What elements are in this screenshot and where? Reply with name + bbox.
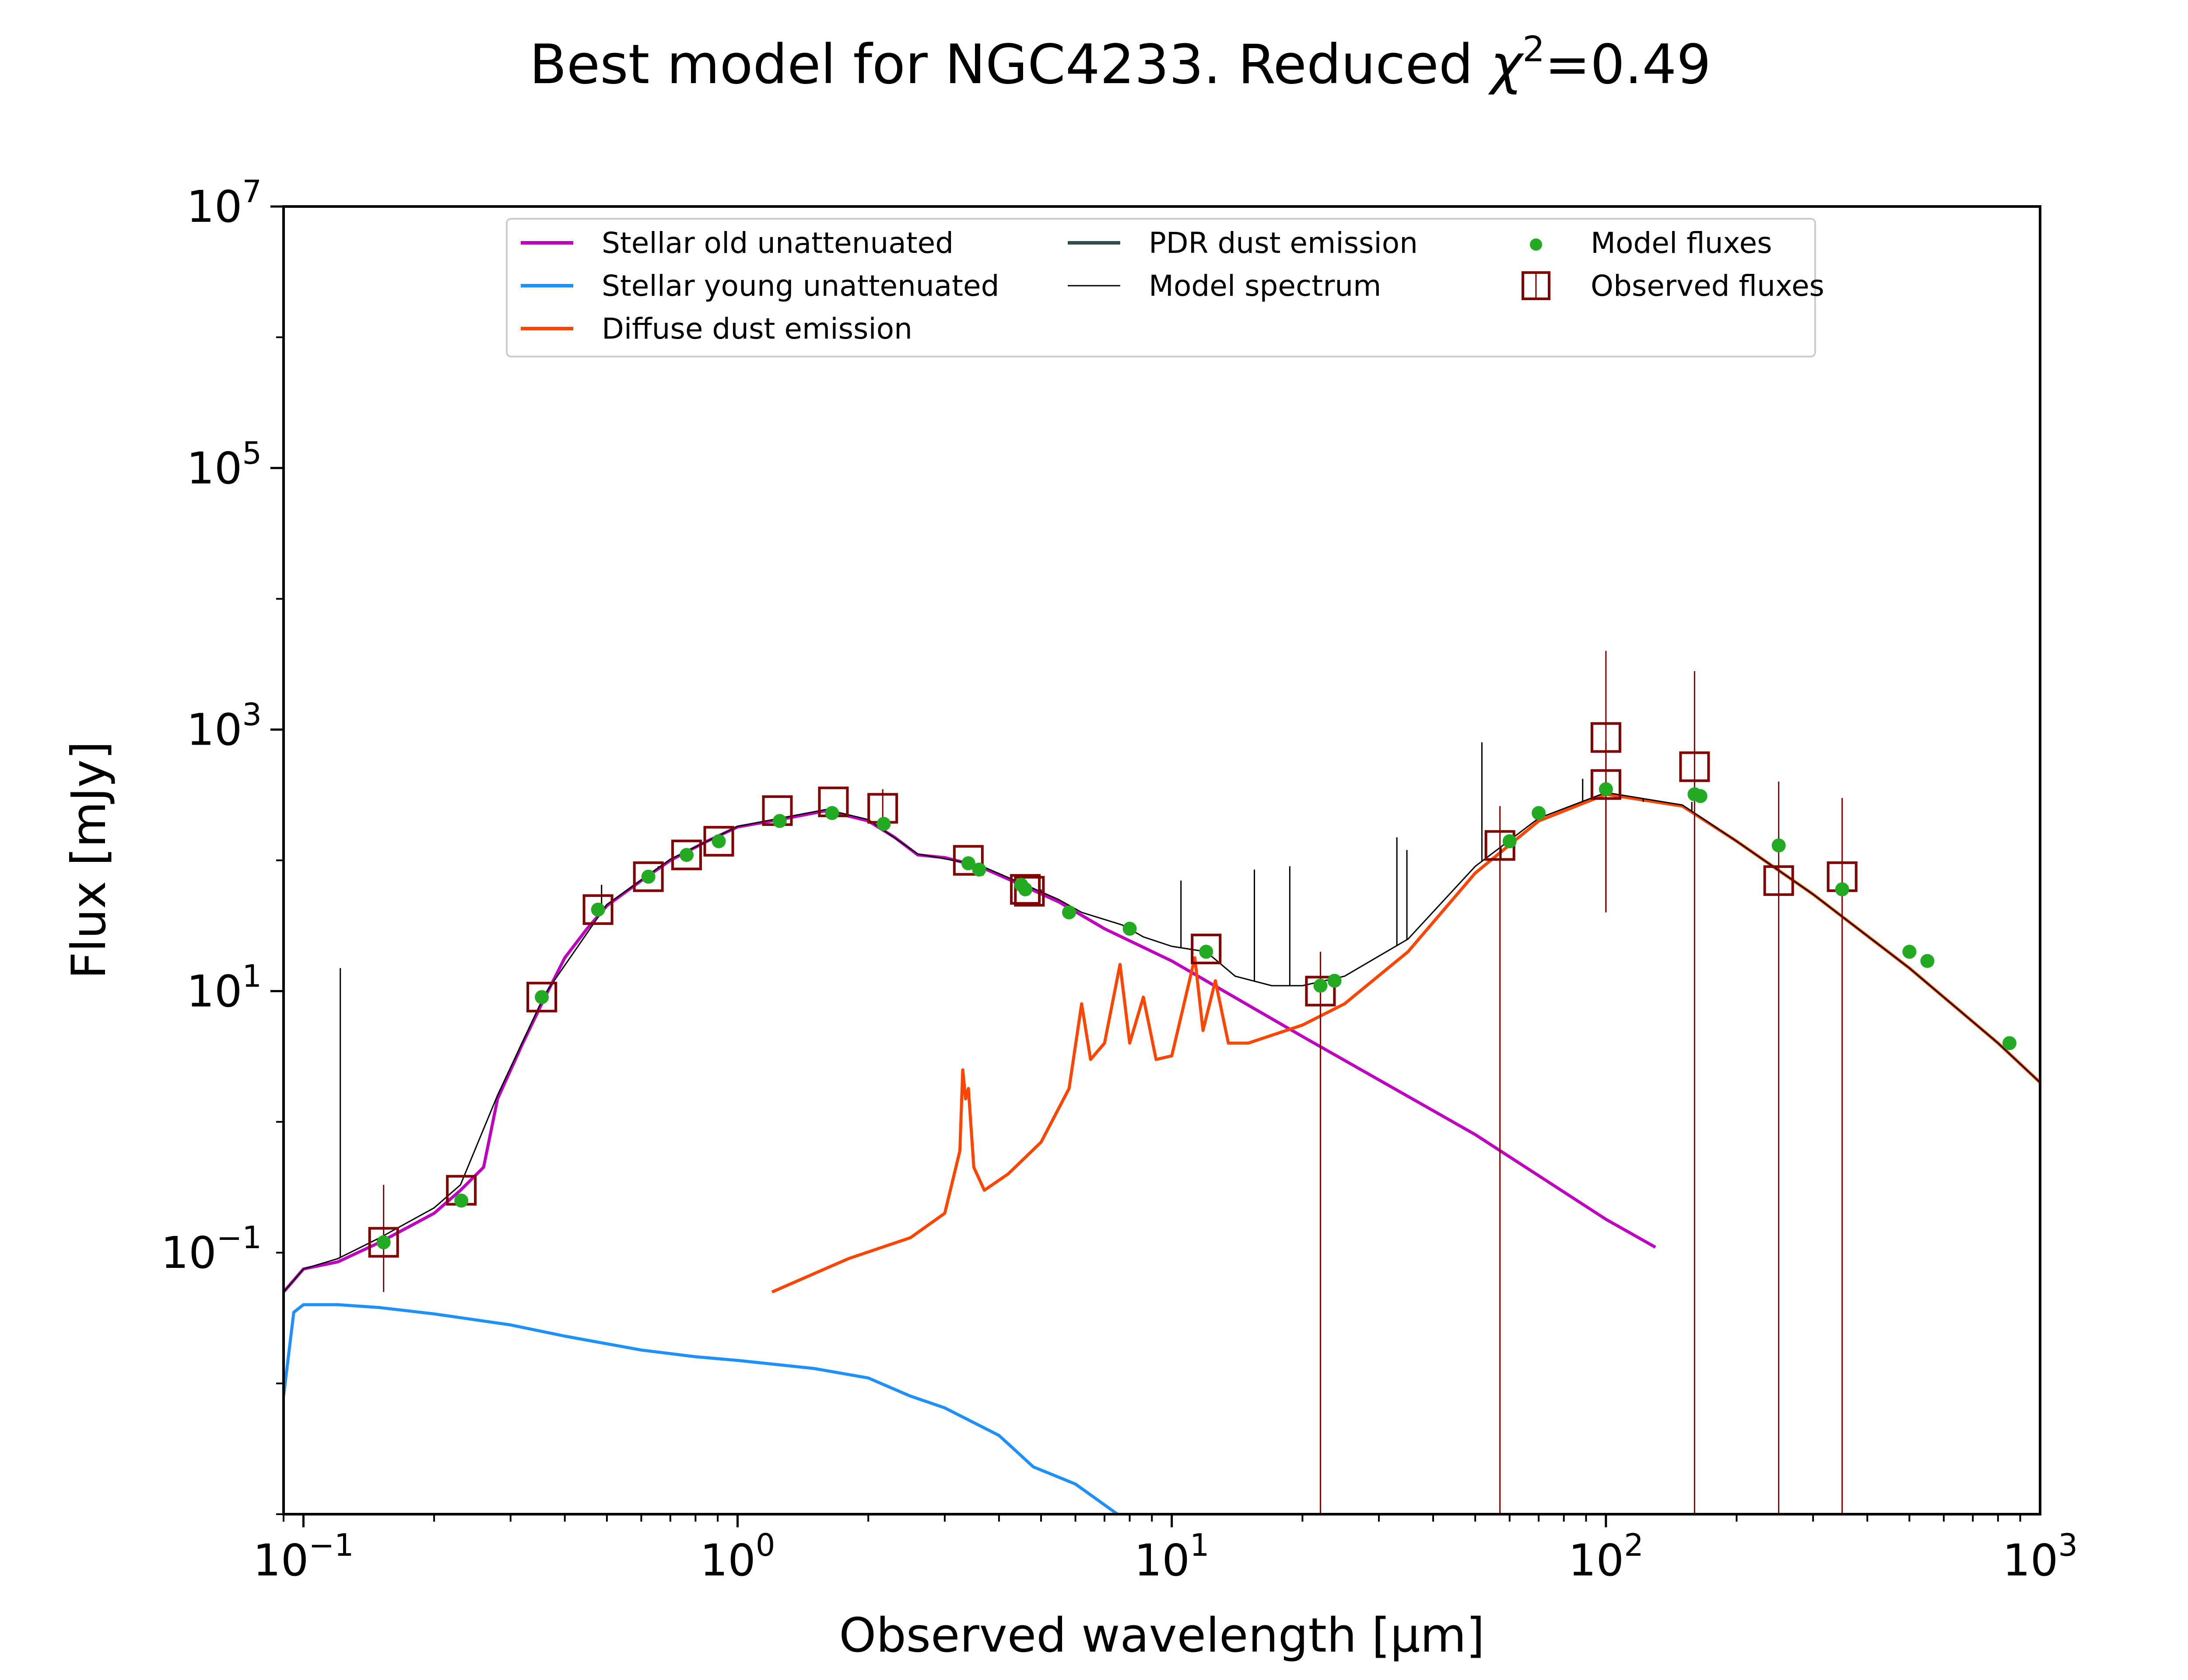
series-line-stellar-old-unattenuated: [284, 809, 1656, 1293]
observed-flux-marker: [1305, 976, 1336, 1007]
legend-entry-stellar-old-unattenuated: Stellar old unattenuated: [521, 226, 954, 260]
plot-frame: [282, 205, 2041, 1516]
observed-flux-marker: [1010, 874, 1041, 905]
model-flux-point: [1693, 789, 1708, 803]
model-flux-layer: [376, 782, 2016, 1250]
model-flux-point: [376, 1235, 391, 1250]
y-tick-label: 107: [186, 174, 262, 232]
model-flux-point: [1920, 954, 1935, 968]
chart-title-suffix: =0.49: [1545, 33, 1711, 96]
legend-label: PDR dust emission: [1149, 226, 1418, 260]
observed-flux-marker: [1679, 751, 1710, 782]
x-tick-label: 103: [2002, 1527, 2078, 1586]
model-flux-point: [1199, 945, 1213, 959]
x-tick-label: 101: [1134, 1527, 1210, 1586]
model-flux-point: [1835, 882, 1849, 896]
model-flux-point: [641, 869, 656, 884]
observed-flux-marker: [1191, 934, 1222, 965]
x-axis-ticks: 10−1 100 101 102 103: [253, 1514, 2078, 1586]
y-tick-label: 105: [186, 435, 262, 494]
y-axis-ticks: 10−1 101 103 105 107: [161, 174, 284, 1515]
plot-area: [284, 651, 2040, 1514]
legend-box: [506, 218, 1816, 357]
legend-dot-swatch: [1530, 238, 1542, 251]
x-axis-label: Observed wavelength [μm]: [839, 1608, 1485, 1663]
observed-flux-marker: [368, 1227, 399, 1258]
observed-flux-marker: [1590, 769, 1621, 800]
model-flux-point: [2002, 1036, 2016, 1050]
x-tick-label: 10−1: [253, 1527, 354, 1586]
model-flux-point: [1599, 782, 1613, 796]
legend-label: Model spectrum: [1149, 269, 1381, 303]
legend-entry-observed-fluxes: Observed fluxes: [1522, 269, 1824, 303]
legend-label: Diffuse dust emission: [602, 312, 912, 346]
chart-title-chi: χ: [1488, 33, 1525, 96]
model-flux-point: [535, 990, 549, 1004]
legend-entry-stellar-young-unattenuated: Stellar young unattenuated: [521, 269, 999, 303]
model-flux-point: [1902, 945, 1917, 959]
series-line-stellar-young-unattenuated: [284, 1303, 1119, 1514]
model-flux-point: [1122, 921, 1137, 936]
model-flux-point: [712, 834, 726, 848]
observed-flux-layer: [368, 722, 1858, 1258]
observed-flux-marker: [633, 861, 664, 892]
x-tick-label: 100: [700, 1527, 775, 1586]
observed-flux-marker: [1014, 876, 1045, 907]
legend-entry-model-fluxes: Model fluxes: [1530, 226, 1772, 260]
chart-title-chi-exp: 2: [1522, 29, 1545, 70]
observed-flux-marker: [1763, 865, 1794, 896]
legend-entries: Stellar old unattenuated Stellar young un…: [521, 226, 1824, 346]
model-flux-point: [1532, 806, 1546, 820]
model-flux-point: [1327, 973, 1342, 988]
legend-label: Stellar young unattenuated: [602, 269, 999, 303]
observed-flux-marker: [671, 840, 702, 871]
y-tick-label: 103: [186, 697, 262, 756]
legend-label: Stellar old unattenuated: [602, 226, 954, 260]
model-flux-point: [772, 814, 787, 828]
model-flux-point: [972, 862, 986, 877]
legend-label: Observed fluxes: [1591, 269, 1824, 303]
legend-label: Model fluxes: [1591, 226, 1772, 260]
model-flux-point: [591, 903, 605, 917]
observed-flux-marker: [582, 894, 614, 925]
model-flux-point: [679, 848, 694, 862]
observed-flux-marker: [953, 845, 984, 876]
model-flux-point: [1062, 905, 1076, 920]
chart-title-prefix: Best model for NGC4233. Reduced: [529, 33, 1490, 96]
observed-flux-marker: [526, 982, 558, 1013]
model-flux-point: [1313, 979, 1328, 993]
legend: Stellar old unattenuated Stellar young un…: [506, 218, 1824, 357]
errorbar-layer: [383, 651, 1843, 1514]
legend-entry-pdr-dust-emission: PDR dust emission: [1068, 226, 1418, 260]
y-tick-label: 10−1: [161, 1220, 262, 1278]
series-layer: [284, 742, 2040, 1514]
y-tick-label: 101: [186, 958, 262, 1017]
series-line-diffuse-dust-emission: [771, 793, 2040, 1294]
model-flux-point: [1502, 834, 1517, 848]
model-flux-point: [961, 856, 975, 871]
observed-flux-marker: [1590, 722, 1621, 753]
model-flux-point: [825, 806, 839, 820]
observed-flux-marker: [703, 826, 734, 857]
model-flux-point: [877, 817, 891, 831]
chart-title: Best model for NGC4233. Reduced χ2=0.49: [529, 29, 1711, 96]
legend-entry-model-spectrum: Model spectrum: [1068, 269, 1381, 303]
model-flux-point: [1018, 882, 1033, 896]
model-flux-point: [454, 1194, 469, 1208]
legend-entry-diffuse-dust-emission: Diffuse dust emission: [521, 312, 912, 346]
y-axis-label: Flux [mJy]: [62, 741, 116, 979]
x-tick-label: 102: [1568, 1527, 1644, 1586]
model-flux-point: [1771, 838, 1786, 853]
